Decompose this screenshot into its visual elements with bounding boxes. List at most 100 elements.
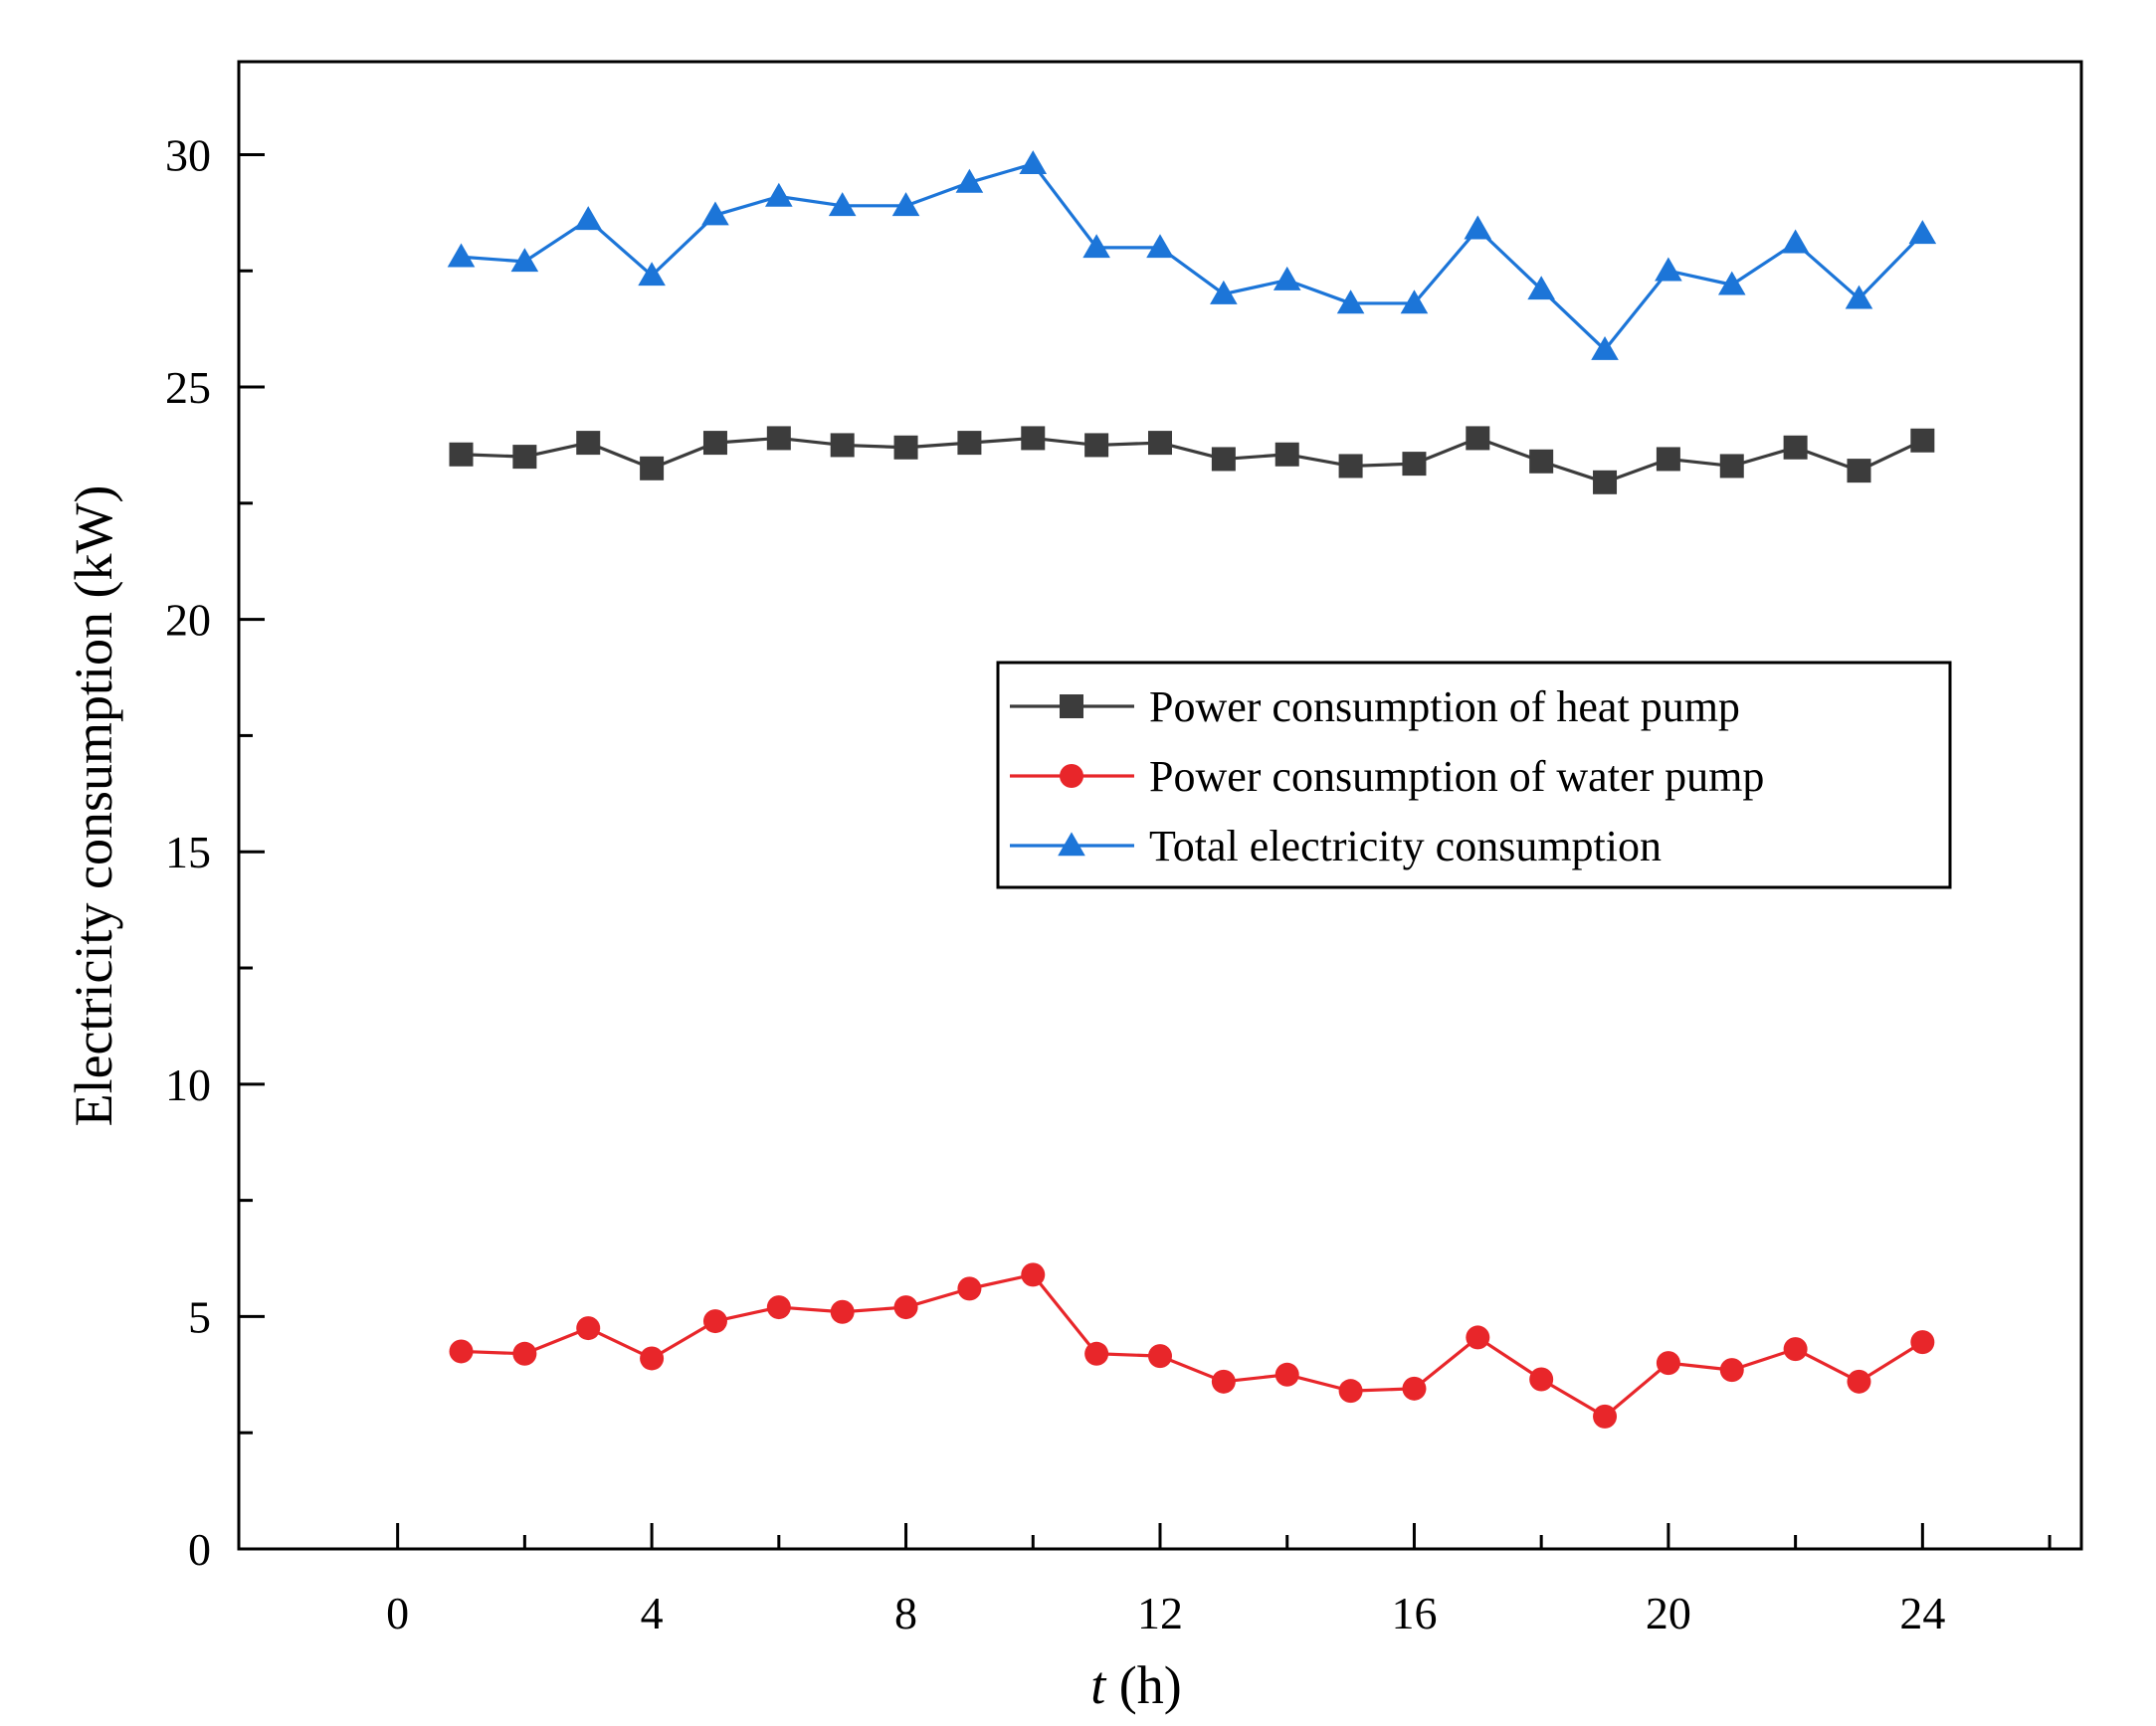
data-point: [1021, 1262, 1046, 1287]
data-point: [1274, 442, 1299, 467]
data-point: [1910, 428, 1935, 453]
data-point: [1336, 289, 1365, 314]
data-point: [449, 442, 474, 467]
data-point: [893, 435, 918, 460]
data-point: [1593, 470, 1618, 494]
data-point: [766, 1295, 791, 1320]
data-point: [702, 1309, 727, 1334]
data-point: [512, 1341, 537, 1366]
data-point: [1783, 435, 1808, 460]
data-point: [1148, 1344, 1172, 1369]
data-point: [1211, 447, 1236, 472]
data-point: [1781, 229, 1810, 254]
data-point: [830, 433, 855, 458]
data-point: [1847, 1369, 1871, 1394]
data-point: [1783, 1337, 1808, 1362]
axis-ticks: 0 4 8 12 16 20 24 0 5 10 15 20 25 30: [165, 129, 2052, 1638]
y-tick-label: 25: [165, 362, 211, 413]
x-axis-title-italic: t: [1090, 1655, 1107, 1715]
x-tick-label: 20: [1646, 1588, 1691, 1638]
data-point: [766, 426, 791, 451]
series-1: [449, 1262, 1935, 1429]
data-point: [828, 192, 857, 217]
data-point: [1656, 447, 1680, 472]
x-tick-label: 24: [1899, 1588, 1945, 1638]
data-point: [1146, 234, 1174, 259]
data-point: [1908, 220, 1937, 245]
data-point: [955, 168, 984, 193]
data-point: [1274, 1362, 1299, 1387]
y-axis-title: Electricity consumption (kW): [64, 485, 123, 1127]
data-point: [1210, 280, 1238, 304]
data-point: [1400, 289, 1429, 314]
series-line: [461, 436, 1924, 484]
x-tick-label: 4: [641, 1588, 664, 1638]
data-point: [640, 1346, 665, 1371]
data-point: [1527, 276, 1555, 300]
data-point: [1021, 426, 1046, 451]
data-point: [1148, 431, 1172, 456]
data-point: [1719, 1358, 1744, 1383]
data-point: [702, 431, 727, 456]
data-point: [1591, 335, 1619, 360]
data-point: [1719, 454, 1744, 479]
data-point: [447, 243, 476, 268]
data-point: [1402, 452, 1427, 477]
data-point: [574, 206, 603, 231]
y-tick-label: 0: [188, 1524, 211, 1575]
data-point: [576, 1316, 601, 1341]
data-point: [1019, 150, 1048, 175]
legend-label: Total electricity consumption: [1149, 822, 1662, 870]
data-point: [701, 201, 729, 226]
data-point: [449, 1339, 474, 1364]
x-tick-label: 8: [894, 1588, 917, 1638]
data-point: [1845, 285, 1873, 309]
x-axis-title-unit: (h): [1105, 1655, 1181, 1715]
legend-marker: [1060, 764, 1083, 788]
data-point: [1338, 1379, 1363, 1404]
y-tick-label: 10: [165, 1059, 211, 1110]
data-point: [638, 262, 666, 287]
y-tick-label: 15: [165, 827, 211, 877]
data-point: [1464, 215, 1492, 240]
data-point: [1273, 266, 1301, 290]
data-point: [765, 182, 793, 207]
data-point: [1466, 1325, 1490, 1350]
series-line: [461, 1272, 1924, 1419]
data-point: [512, 445, 537, 470]
legend-box: [996, 661, 1952, 889]
series-2: [447, 150, 1937, 360]
data-point: [893, 1295, 918, 1320]
data-point: [1656, 1351, 1680, 1376]
data-point: [957, 1276, 982, 1301]
data-point: [1338, 454, 1363, 479]
legend-entry: Power consumption of heat pump: [1010, 682, 1740, 731]
series-line: [461, 162, 1924, 352]
data-point: [1529, 1367, 1554, 1392]
data-point: [1402, 1376, 1427, 1401]
data-point: [1910, 1330, 1935, 1355]
y-tick-label: 30: [165, 129, 211, 180]
data-point: [640, 456, 665, 480]
series-0: [449, 426, 1935, 494]
y-tick-label: 5: [188, 1291, 211, 1342]
data-point: [1084, 433, 1109, 458]
data-point: [576, 431, 601, 456]
data-point: [1084, 1341, 1109, 1366]
x-tick-label: 16: [1391, 1588, 1437, 1638]
data-point: [1211, 1369, 1236, 1394]
data-point: [1529, 449, 1554, 474]
legend: Power consumption of heat pump Power cons…: [996, 661, 1952, 889]
x-axis-title: t (h): [1090, 1655, 1181, 1715]
x-tick-label: 0: [386, 1588, 409, 1638]
series-layer: [447, 150, 1937, 1429]
data-point: [1082, 234, 1110, 259]
data-point: [510, 248, 539, 273]
legend-items: Power consumption of heat pump Power cons…: [1010, 682, 1764, 870]
legend-marker: [1058, 832, 1085, 857]
data-point: [957, 431, 982, 456]
data-point: [1655, 257, 1682, 282]
y-tick-label: 20: [165, 595, 211, 646]
legend-entry: Total electricity consumption: [1010, 822, 1662, 870]
data-point: [1847, 459, 1871, 483]
